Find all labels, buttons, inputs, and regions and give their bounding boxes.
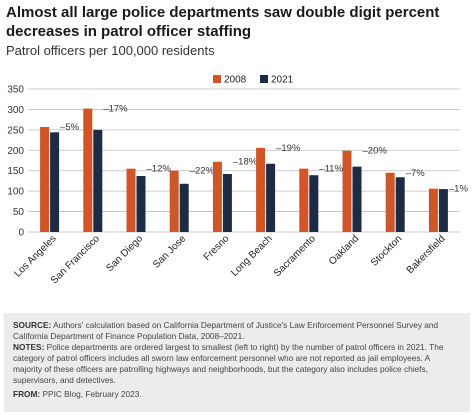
percent-change-label: –20% — [363, 146, 388, 157]
percent-change-label: –18% — [233, 157, 258, 168]
bar-2021-long-beach — [266, 163, 276, 232]
notes-panel: SOURCE: Authors' calculation based on Ca… — [4, 313, 470, 412]
x-tick-label: Fresno — [202, 233, 232, 263]
bar-2008-stockton — [385, 172, 395, 232]
bar-2021-los-angeles — [50, 132, 60, 232]
percent-change-label: –19% — [276, 143, 301, 154]
notes-note: NOTES: Police departments are ordered la… — [13, 342, 461, 386]
bar-2008-bakersfield — [428, 188, 438, 232]
legend-label-2021: 2021 — [271, 75, 294, 86]
percent-change-label: –17% — [103, 104, 128, 115]
bar-2008-san-diego — [126, 168, 136, 232]
percent-change-label: –12% — [147, 164, 172, 175]
chart-title: Almost all large police departments saw … — [6, 4, 440, 40]
bar-2008-san-jose — [169, 170, 179, 232]
bar-2021-san-diego — [136, 176, 146, 232]
bar-2021-fresno — [222, 173, 232, 232]
bar-2008-san-francisco — [83, 108, 93, 232]
y-tick-label: 100 — [7, 187, 24, 198]
x-tick-label: Sacramento — [272, 233, 318, 279]
notes-text: Police departments are ordered largest t… — [13, 342, 444, 385]
bar-2021-sacramento — [309, 175, 319, 232]
source-note: SOURCE: Authors' calculation based on Ca… — [13, 320, 461, 342]
source-text: Authors' calculation based on California… — [13, 320, 439, 341]
bar-2021-bakersfield — [438, 189, 448, 232]
x-tick-label: Long Beach — [229, 233, 275, 279]
source-label: SOURCE: — [13, 320, 52, 330]
x-tick-label: Los Angeles — [12, 233, 58, 279]
bar-2008-long-beach — [256, 147, 266, 232]
bar-2021-oakland — [352, 166, 362, 232]
bar-2021-san-jose — [179, 183, 189, 232]
legend-label-2008: 2008 — [224, 75, 247, 86]
y-tick-label: 0 — [18, 228, 24, 239]
x-tick-label: San Diego — [104, 233, 145, 274]
percent-change-label: –22% — [190, 166, 215, 177]
bar-chart: 0 50 100 150 200 250 300 350 2008 2021 –5% Los Ange… — [7, 75, 469, 287]
y-tick-label: 150 — [7, 166, 24, 177]
y-tick-label: 350 — [7, 85, 24, 96]
y-tick-label: 50 — [13, 207, 25, 218]
chart-subtitle: Patrol officers per 100,000 residents — [6, 43, 215, 58]
y-tick-label: 300 — [7, 105, 24, 116]
x-tick-label: Bakersfield — [405, 233, 448, 276]
x-tick-label: Stockton — [369, 233, 404, 268]
x-tick-label: San Jose — [151, 233, 189, 271]
bar-2008-fresno — [212, 161, 222, 232]
bar-2021-san-francisco — [93, 129, 103, 232]
bar-2008-los-angeles — [40, 126, 50, 232]
y-tick-label: 200 — [7, 146, 24, 157]
notes-label: NOTES: — [13, 342, 45, 352]
from-text: PPIC Blog, February 2023. — [40, 389, 142, 399]
bar-2008-sacramento — [299, 168, 309, 232]
percent-change-label: –11% — [319, 164, 343, 175]
legend-swatch-2021 — [260, 75, 268, 83]
from-note: FROM: PPIC Blog, February 2023. — [13, 389, 461, 400]
y-tick-label: 250 — [7, 125, 24, 136]
from-label: FROM: — [13, 389, 41, 399]
percent-change-label: –5% — [60, 122, 80, 133]
x-tick-label: Oakland — [327, 233, 361, 267]
bar-2008-oakland — [342, 150, 352, 232]
legend-swatch-2008 — [213, 75, 221, 83]
percent-change-label: –7% — [406, 168, 426, 179]
bar-2021-stockton — [395, 177, 405, 232]
percent-change-label: –1% — [449, 184, 469, 195]
